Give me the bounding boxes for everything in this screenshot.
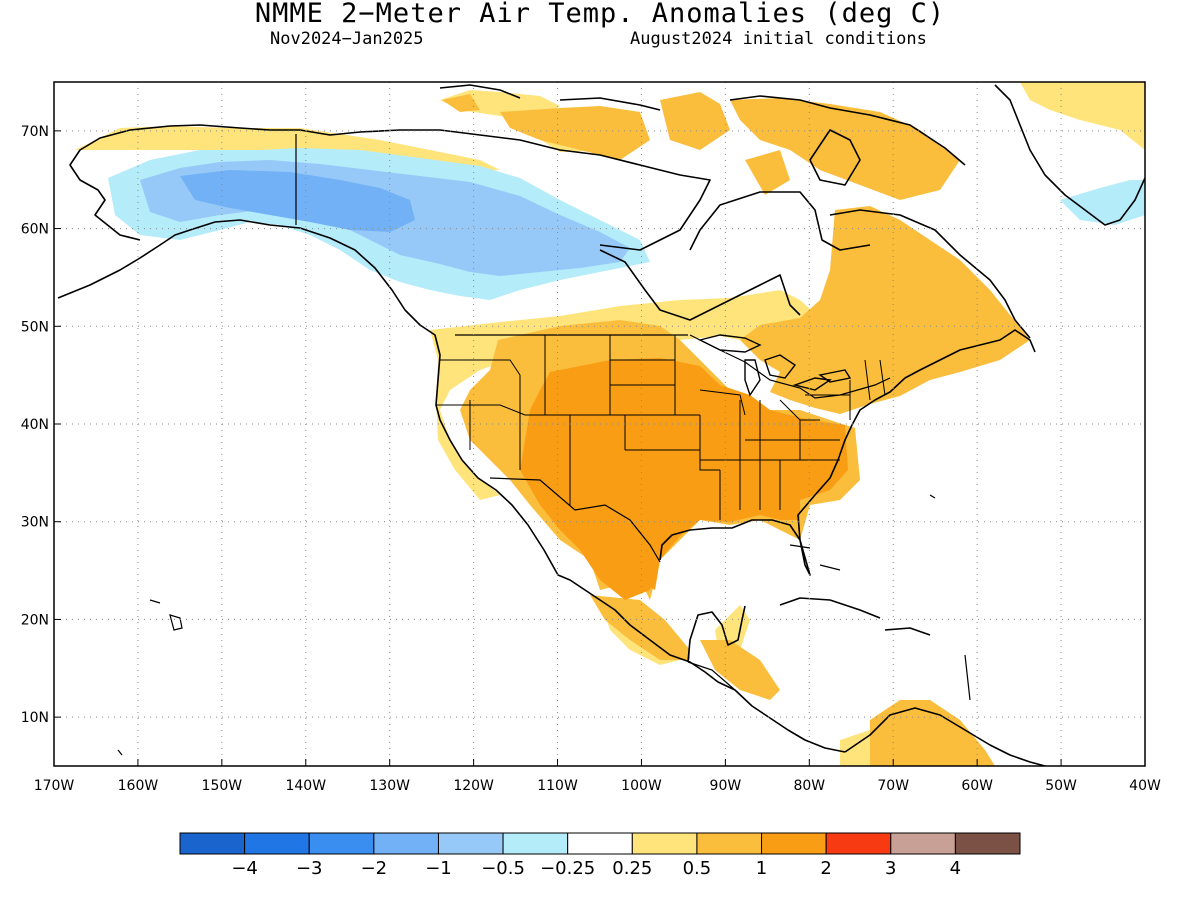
lon-tick-label: 130W [369, 778, 410, 794]
colorbar: −4 −3 −2 −1 −0.5 −0.25 0.25 0.5 1 2 3 4 [179, 832, 1021, 879]
lat-tick-label: 60N [21, 222, 49, 238]
colorbar-swatch [631, 832, 698, 855]
lon-tick-label: 140W [285, 778, 326, 794]
colorbar-swatch [696, 832, 763, 855]
colorbar-label: −3 [296, 858, 323, 879]
lon-tick-label: 170W [34, 778, 75, 794]
colorbar-label: 4 [950, 858, 961, 879]
gridlines [54, 82, 1145, 766]
great-lakes [697, 334, 852, 397]
lat-tick-label: 40N [21, 417, 49, 433]
map-title: NMME 2−Meter Air Temp. Anomalies (deg C) [254, 0, 946, 29]
lon-tick-label: 50W [1045, 778, 1077, 794]
lon-tick-label: 100W [621, 778, 662, 794]
lon-tick-label: 40W [1129, 778, 1161, 794]
lon-tick-label: 80W [793, 778, 825, 794]
colorbar-swatch [179, 832, 246, 855]
lon-tick-label: 110W [537, 778, 578, 794]
colorbar-swatch [825, 832, 892, 855]
colorbar-label: −4 [231, 858, 258, 879]
colorbar-swatch [761, 832, 827, 855]
lon-tick-label: 60W [961, 778, 993, 794]
lon-tick-label: 160W [118, 778, 159, 794]
lat-tick-label: 20N [21, 612, 49, 628]
state-borders [436, 335, 886, 520]
longitude-axis: 170W 160W 150W 140W 130W 120W 110W 100W 90W 80W 70… [34, 759, 1161, 794]
forecast-period: Nov2024−Jan2025 [270, 29, 424, 49]
colorbar-label: 0.25 [612, 858, 652, 879]
colorbar-label: −1 [425, 858, 452, 879]
lon-tick-label: 150W [202, 778, 243, 794]
colorbar-swatch [567, 832, 633, 855]
anomaly-neg-1-2 [180, 170, 415, 232]
colorbar-swatch [502, 832, 569, 855]
colorbar-label: 2 [820, 858, 831, 879]
colorbar-swatch [954, 832, 1021, 855]
colorbar-swatch [890, 832, 956, 855]
colorbar-label: 1 [756, 858, 767, 879]
colorbar-swatch [437, 832, 504, 855]
initial-conditions: August2024 initial conditions [630, 29, 927, 49]
colorbar-label: −2 [361, 858, 388, 879]
lat-tick-label: 50N [21, 319, 49, 335]
islands [117, 494, 971, 756]
country-borders [295, 134, 891, 691]
colorbar-swatch [308, 832, 375, 855]
lon-tick-label: 90W [710, 778, 742, 794]
colorbar-label: −0.5 [481, 858, 525, 879]
coastlines [57, 84, 1145, 766]
latitude-axis: 70N 60N 50N 40N 30N 20N 10N [21, 124, 61, 726]
lat-tick-label: 10N [21, 710, 49, 726]
colorbar-swatch [244, 832, 310, 855]
colorbar-label: −0.25 [540, 858, 595, 879]
map-content [57, 82, 1145, 766]
colorbar-label: 0.5 [683, 858, 712, 879]
lat-tick-label: 70N [21, 124, 49, 140]
colorbar-label: 3 [885, 858, 896, 879]
colorbar-swatch [373, 832, 439, 855]
lat-tick-label: 30N [21, 515, 49, 531]
anomaly-1-2 [520, 358, 848, 600]
lon-tick-label: 70W [877, 778, 909, 794]
lon-tick-label: 120W [453, 778, 494, 794]
